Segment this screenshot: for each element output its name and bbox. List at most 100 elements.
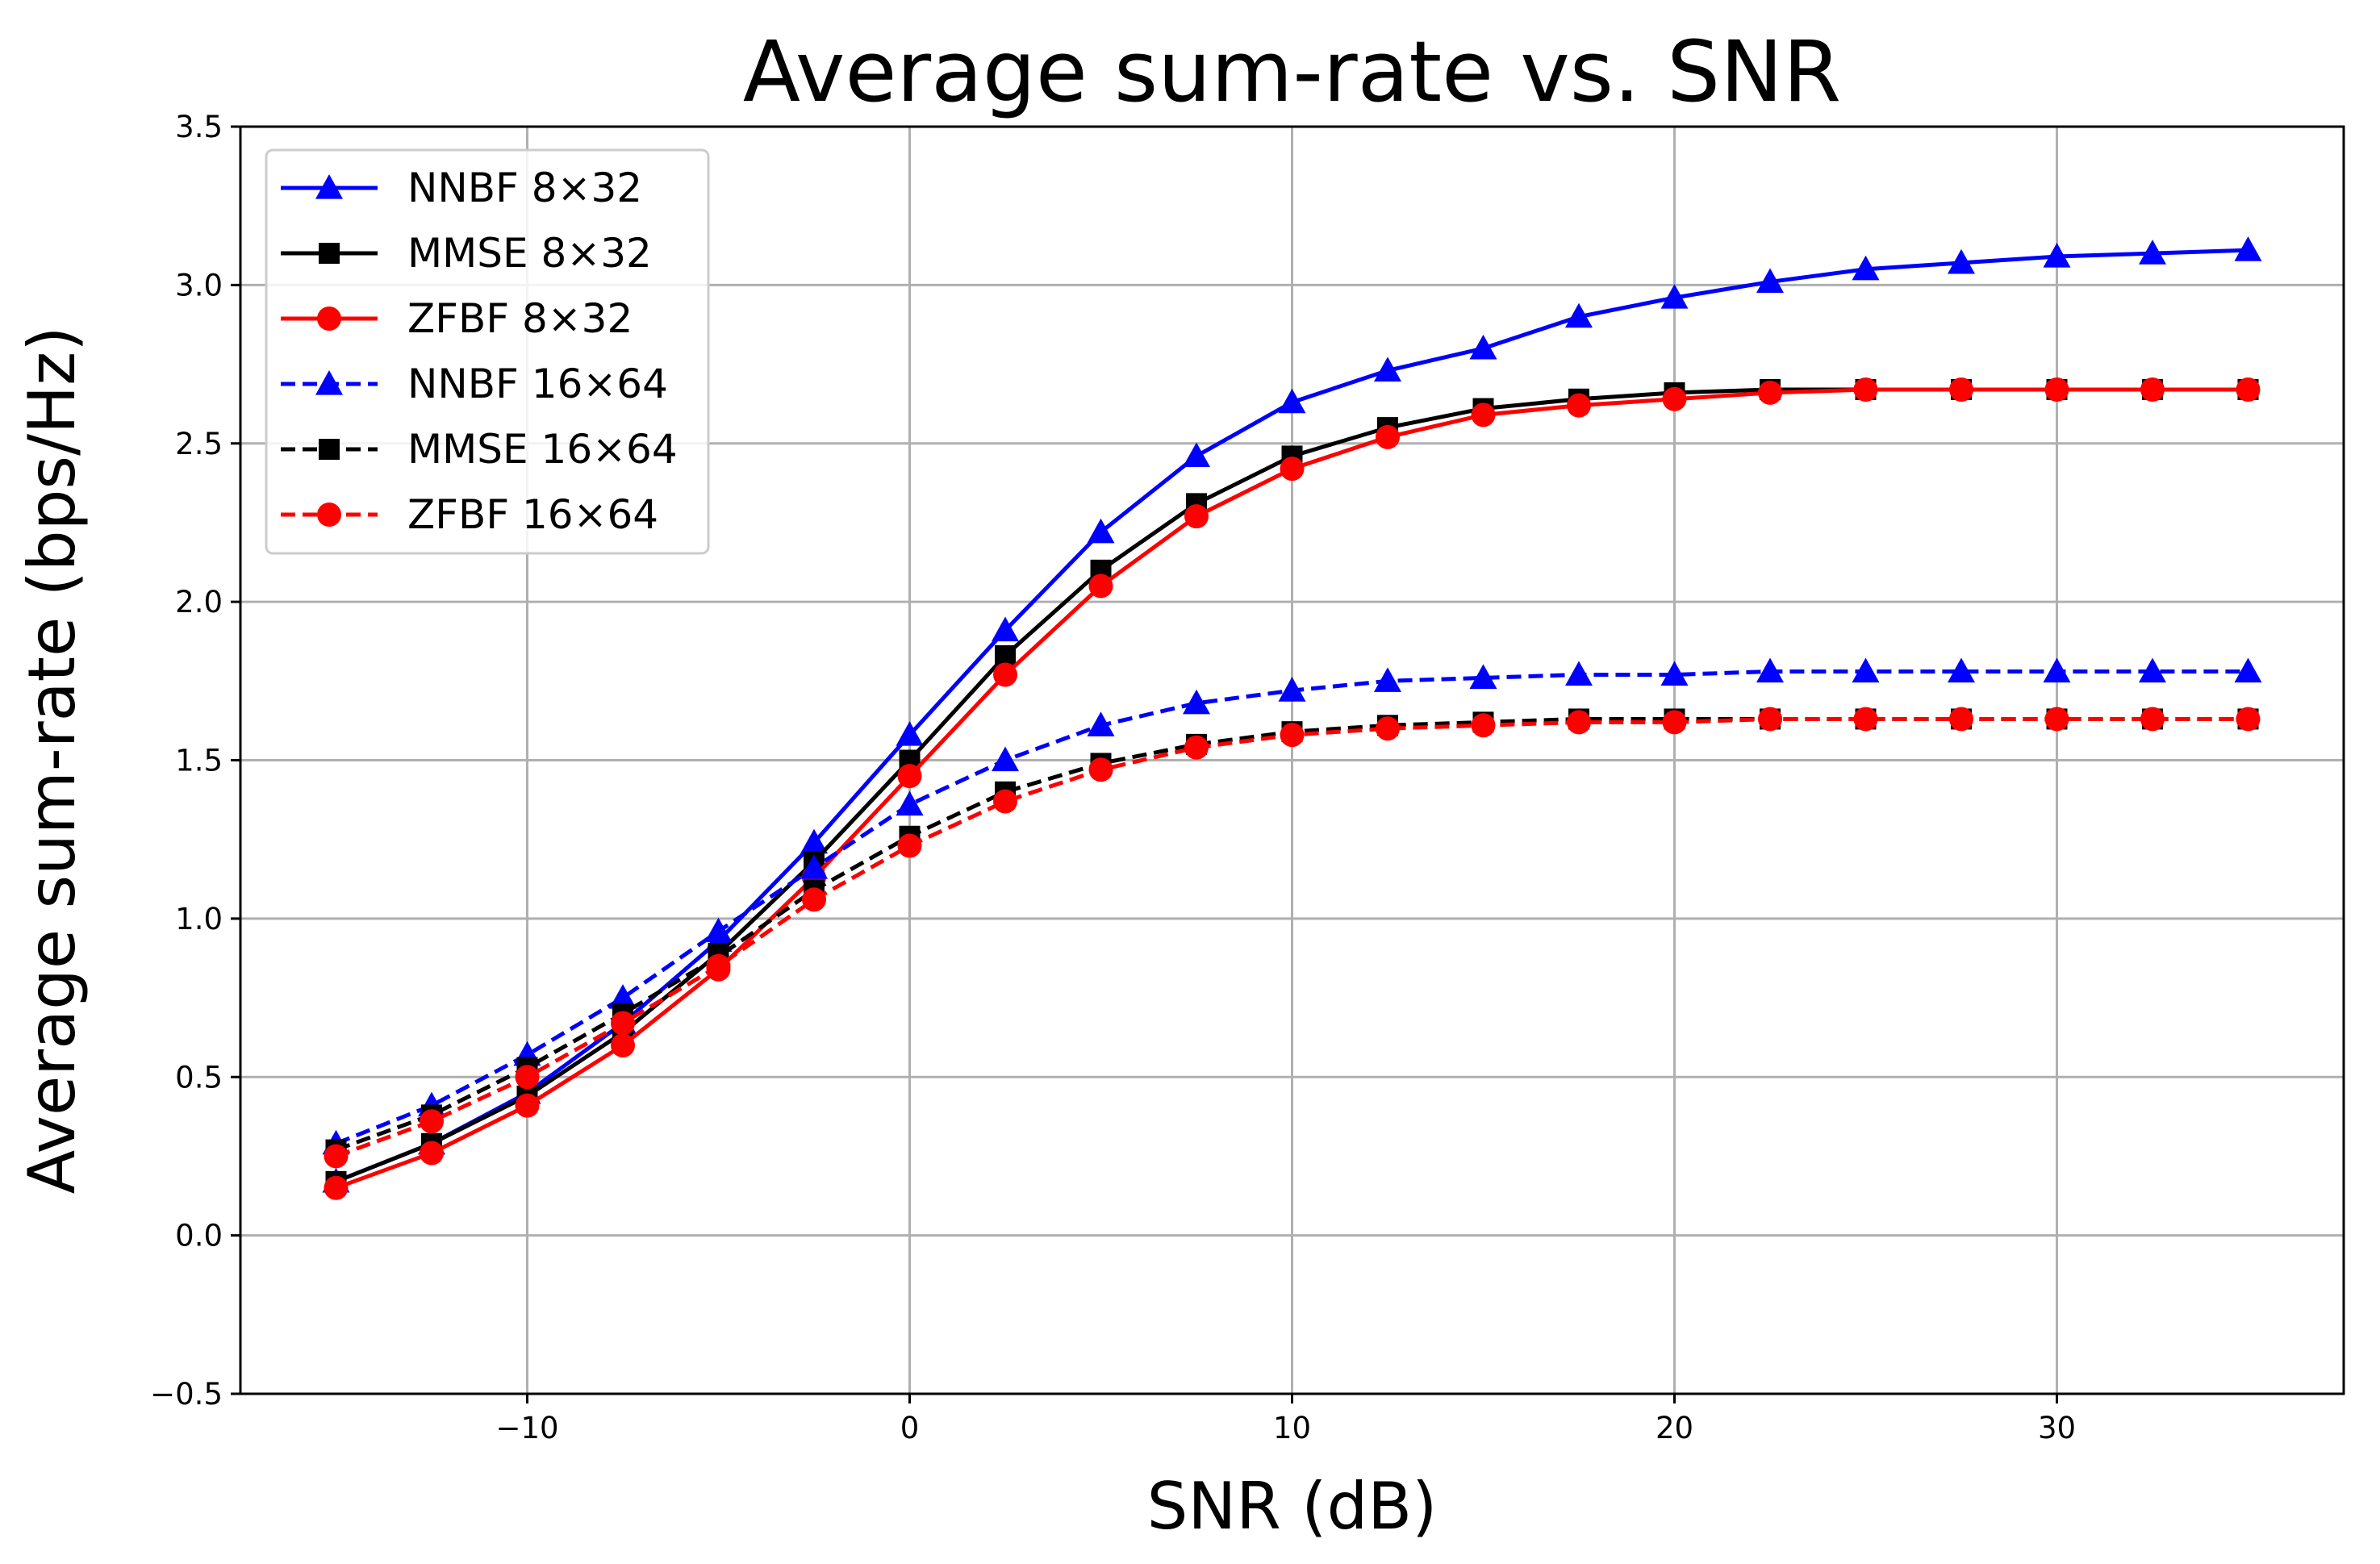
data-point <box>1662 386 1687 411</box>
data-point <box>515 1065 540 1090</box>
data-point <box>993 789 1017 814</box>
data-point <box>324 1144 349 1169</box>
data-point <box>420 1109 444 1134</box>
data-point <box>2140 707 2165 732</box>
data-point <box>1567 393 1591 418</box>
y-tick-label: 1.0 <box>175 902 223 936</box>
data-point <box>1471 713 1496 738</box>
data-point <box>2139 657 2166 683</box>
data-point <box>1853 707 1878 732</box>
y-tick-label: −0.5 <box>150 1377 223 1412</box>
legend-marker <box>319 439 340 460</box>
data-point <box>992 616 1019 642</box>
data-point <box>1949 707 1973 732</box>
axis-ticks: −10 0 10 20 30 −0.5 0.0 0.5 1.0 1.5 2.0 2.5 3.0 3.5 <box>150 110 2076 1445</box>
legend-box <box>265 148 710 555</box>
data-point <box>2236 707 2261 732</box>
data-point <box>1660 661 1689 686</box>
y-tick-label: 0.5 <box>175 1060 223 1095</box>
data-point <box>1088 573 1113 598</box>
y-tick-label: 3.5 <box>175 110 223 144</box>
data-point <box>324 1175 349 1200</box>
data-point <box>1758 380 1782 405</box>
data-point <box>1087 711 1115 736</box>
data-point <box>1948 657 1975 683</box>
data-point <box>609 984 637 1009</box>
legend-label: MMSE 16×64 <box>407 426 678 473</box>
data-point <box>2044 377 2069 402</box>
data-point <box>1853 377 1878 402</box>
y-tick-label: 3.0 <box>175 268 223 302</box>
data-point <box>1852 657 1880 683</box>
data-point <box>1280 457 1305 482</box>
data-point <box>992 746 1019 772</box>
y-tick-label: 0.0 <box>175 1219 223 1253</box>
data-point <box>611 1032 635 1057</box>
data-point <box>896 790 924 816</box>
data-point <box>1183 442 1210 468</box>
y-tick-label: 1.5 <box>175 744 223 778</box>
data-point <box>802 887 826 912</box>
legend-label: NNBF 16×64 <box>407 361 668 407</box>
x-tick-label: −10 <box>495 1411 558 1445</box>
y-tick-label: 2.5 <box>175 427 223 461</box>
data-point <box>611 1011 635 1036</box>
data-point <box>1376 424 1400 449</box>
data-point <box>706 953 731 978</box>
series-5 <box>324 707 2261 1169</box>
data-point <box>1756 268 1784 294</box>
data-point <box>1756 657 1784 683</box>
data-point <box>897 833 922 858</box>
data-point <box>897 764 922 789</box>
data-point <box>1660 284 1689 309</box>
data-point <box>2234 657 2262 683</box>
legend-label: ZFBF 8×32 <box>407 295 633 342</box>
data-point <box>2234 236 2262 261</box>
data-point <box>1565 661 1593 686</box>
legend-marker <box>317 307 341 331</box>
data-point <box>2236 377 2261 402</box>
data-point <box>1469 334 1497 360</box>
data-point <box>1567 710 1591 735</box>
data-point <box>1088 757 1113 782</box>
y-axis-label: Average sum-rate (bps/Hz) <box>15 327 90 1195</box>
data-point <box>420 1141 444 1166</box>
legend-marker <box>317 503 341 527</box>
x-axis-label: SNR (dB) <box>1147 1469 1438 1544</box>
data-point <box>1184 504 1209 529</box>
data-point <box>800 828 828 854</box>
y-tick-label: 2.0 <box>175 585 223 619</box>
legend-label: ZFBF 16×64 <box>407 491 658 538</box>
data-point <box>1184 735 1209 760</box>
legend-marker <box>315 174 343 199</box>
legend: NNBF 8×32 MMSE 8×32 ZFBF 8×32 NNBF 16×64 MMS… <box>265 148 710 555</box>
x-tick-label: 0 <box>900 1411 920 1445</box>
x-tick-label: 20 <box>1656 1411 1693 1445</box>
data-point <box>1280 723 1305 748</box>
legend-marker <box>315 370 343 395</box>
legend-label: NNBF 8×32 <box>407 165 642 211</box>
data-point <box>1949 377 1973 402</box>
series-layer <box>322 236 2262 1200</box>
legend-label: MMSE 8×32 <box>407 230 652 277</box>
data-point <box>1374 357 1401 382</box>
data-point <box>1376 716 1400 741</box>
data-point <box>1662 710 1687 735</box>
x-tick-label: 30 <box>2038 1411 2076 1445</box>
data-point <box>2140 377 2165 402</box>
data-point <box>1471 402 1496 427</box>
data-point <box>2043 243 2071 268</box>
x-tick-label: 10 <box>1273 1411 1311 1445</box>
legend-marker <box>319 243 340 264</box>
data-point <box>1087 518 1115 544</box>
data-point <box>1565 302 1593 328</box>
data-point <box>1758 707 1782 732</box>
data-point <box>993 662 1017 687</box>
chart-title: Average sum-rate vs. SNR <box>743 23 1841 121</box>
data-point <box>515 1093 540 1118</box>
series-2 <box>324 377 2261 1200</box>
data-point <box>2043 657 2071 683</box>
data-point <box>2139 240 2166 265</box>
data-point <box>2044 707 2069 732</box>
